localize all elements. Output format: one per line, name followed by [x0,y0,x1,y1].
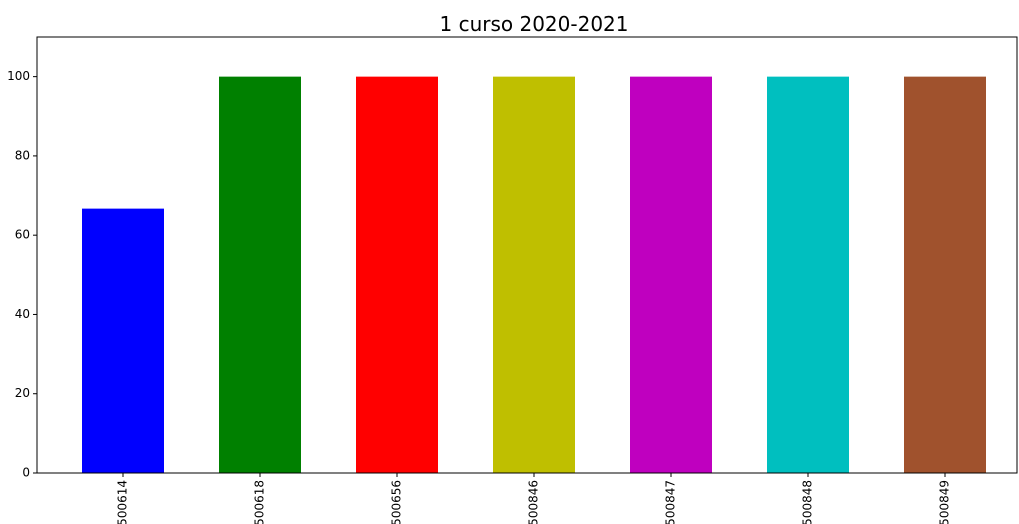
y-tick-label: 100 [7,69,30,83]
x-tick-label: 500614 [116,480,130,524]
bar [493,76,575,474]
bar [356,76,438,474]
x-tick-label: 500846 [527,480,541,524]
bar [219,76,301,474]
bar [82,208,164,473]
bar [767,76,849,474]
y-tick-label: 80 [15,148,30,162]
bar [904,76,986,474]
y-tick-label: 20 [15,386,30,400]
y-tick-label: 40 [15,307,30,321]
chart-title: 1 curso 2020-2021 [439,12,628,36]
x-tick-label: 500656 [390,480,404,524]
bar [630,76,712,474]
x-tick-label: 500849 [938,480,952,524]
plot-frame [36,36,1018,474]
x-tick-label: 500848 [801,480,815,524]
x-tick-label: 500618 [253,480,267,524]
y-tick-label: 0 [22,466,30,480]
y-tick-label: 60 [15,228,30,242]
x-tick-label: 500847 [664,480,678,524]
